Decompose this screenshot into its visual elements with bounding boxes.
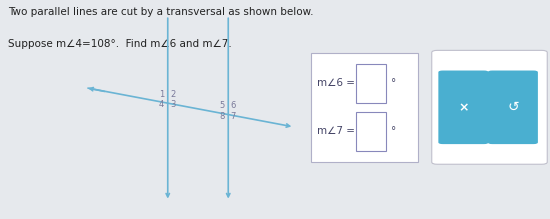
- Text: ×: ×: [458, 101, 469, 114]
- Text: 5: 5: [219, 101, 224, 110]
- Text: ↺: ↺: [507, 100, 519, 114]
- FancyBboxPatch shape: [356, 112, 386, 151]
- Text: 2: 2: [170, 90, 175, 99]
- Text: m∠6 =: m∠6 =: [317, 78, 355, 88]
- Text: 3: 3: [170, 101, 175, 110]
- FancyBboxPatch shape: [311, 53, 418, 162]
- FancyBboxPatch shape: [438, 71, 488, 144]
- Text: 7: 7: [230, 112, 236, 121]
- FancyBboxPatch shape: [432, 50, 547, 164]
- Text: Suppose m∠4=108°.  Find m∠6 and m∠7.: Suppose m∠4=108°. Find m∠6 and m∠7.: [8, 39, 232, 49]
- Text: 6: 6: [230, 101, 236, 110]
- Text: Two parallel lines are cut by a transversal as shown below.: Two parallel lines are cut by a transver…: [8, 7, 313, 17]
- Text: °: °: [390, 78, 396, 88]
- Text: 4: 4: [159, 101, 164, 110]
- Text: 1: 1: [159, 90, 164, 99]
- Text: m∠7 =: m∠7 =: [317, 126, 355, 136]
- Text: °: °: [390, 126, 396, 136]
- Text: 8: 8: [219, 112, 224, 121]
- FancyBboxPatch shape: [488, 71, 538, 144]
- FancyBboxPatch shape: [356, 64, 386, 103]
